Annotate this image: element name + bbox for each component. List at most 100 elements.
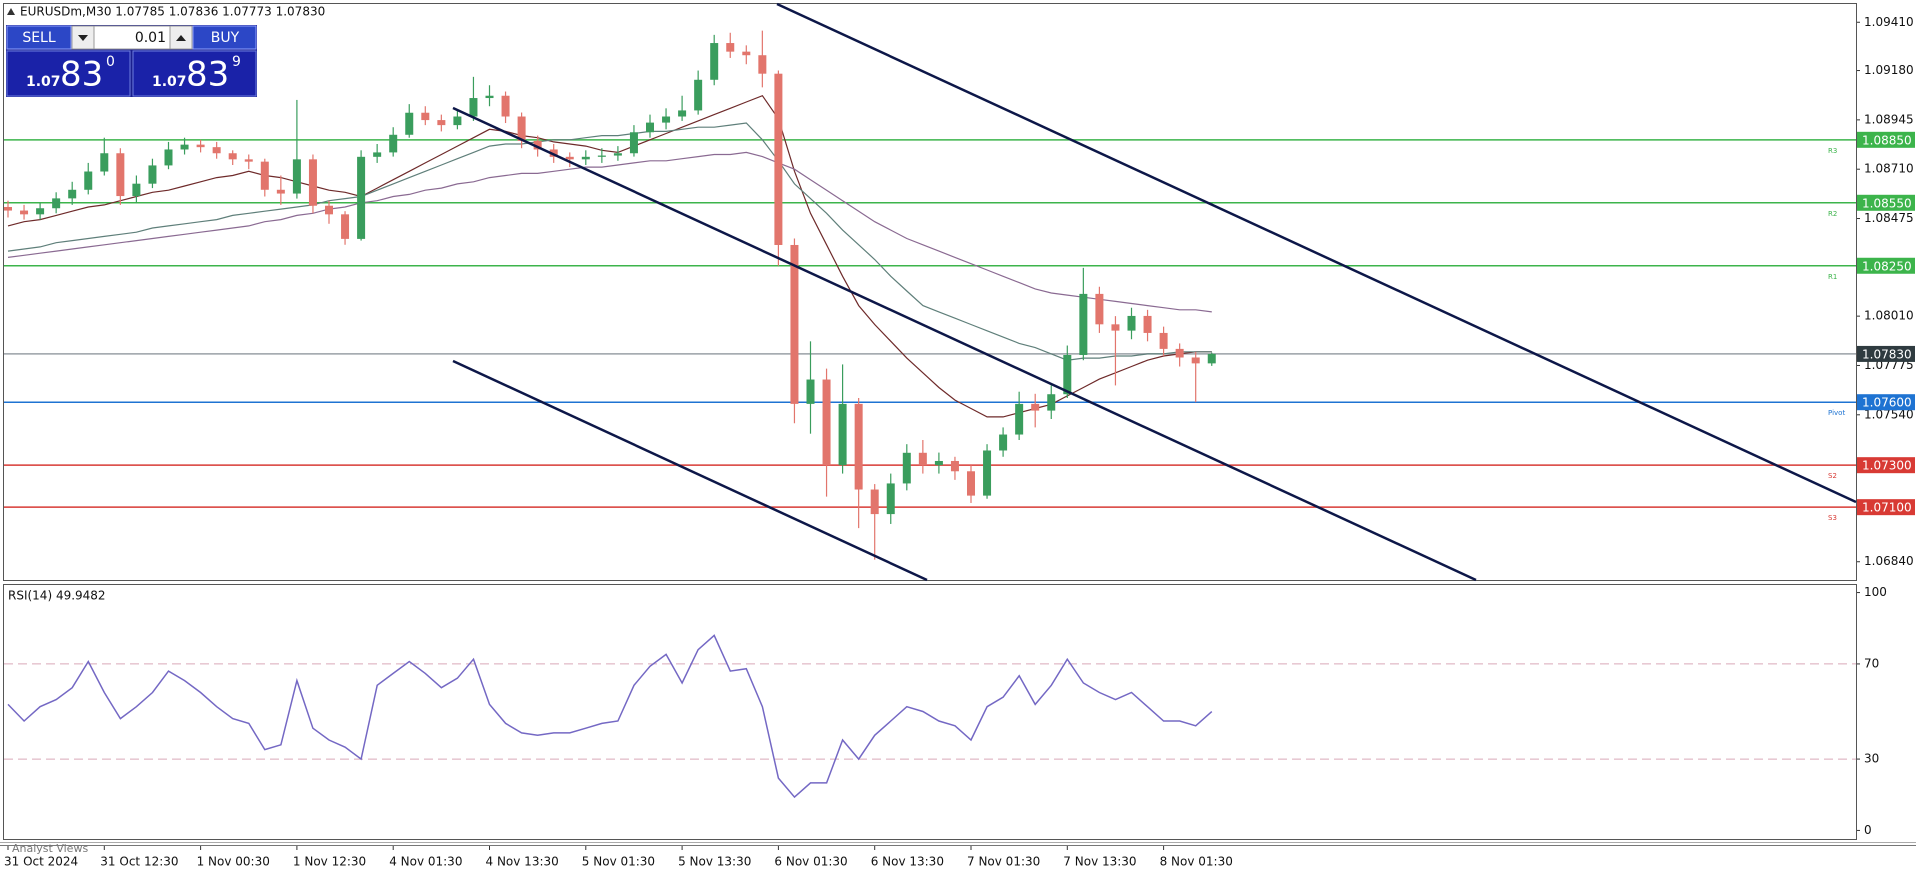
plot-area: 1.09410 1.09180 1.08945 1.08710 1.08475 1.080… xyxy=(4,15,1915,869)
candle-body xyxy=(1191,357,1200,364)
candle-body xyxy=(389,134,398,153)
rsi-title: RSI(14) 49.9482 xyxy=(8,589,106,603)
collapse-icon[interactable] xyxy=(7,8,15,15)
footer-tab[interactable]: Analyst Views xyxy=(12,842,88,855)
candle-body xyxy=(276,189,285,194)
bid-sup: 0 xyxy=(106,54,115,70)
candle-body xyxy=(308,159,317,206)
level-name: R2 xyxy=(1828,210,1837,218)
sell-button[interactable] xyxy=(6,25,72,50)
candle-body xyxy=(164,149,173,166)
y-tick-label: 1.08475 xyxy=(1864,211,1914,225)
x-tick-label: 4 Nov 01:30 xyxy=(389,855,462,869)
bid-prefix: 1.07 xyxy=(26,74,61,90)
ask-big: 83 xyxy=(186,55,229,95)
candle-body xyxy=(838,403,847,466)
candle-body xyxy=(341,214,350,239)
candle-body xyxy=(228,153,237,160)
x-tick-label: 7 Nov 01:30 xyxy=(967,855,1040,869)
candle-body xyxy=(100,153,109,172)
candle-body xyxy=(501,95,510,117)
candle-body xyxy=(1031,403,1040,411)
trendlines xyxy=(452,2,1857,582)
candle-body xyxy=(870,489,879,515)
candle-body xyxy=(1143,315,1152,333)
level-name: R1 xyxy=(1828,273,1837,281)
moving-average xyxy=(7,151,1212,313)
level-label: 1.08250 xyxy=(1862,259,1912,273)
level-label: 1.07300 xyxy=(1862,459,1912,473)
candle-body xyxy=(774,73,783,245)
candle-body xyxy=(1127,315,1136,331)
candle-body xyxy=(405,112,414,135)
candle-body xyxy=(999,434,1008,451)
candle-body xyxy=(902,452,911,484)
candle-body xyxy=(148,165,157,184)
candle-body xyxy=(212,147,221,154)
candle-body xyxy=(950,460,959,472)
candle-body xyxy=(613,153,622,156)
level-label: 1.07830 xyxy=(1862,347,1912,361)
y-tick-label: 1.07540 xyxy=(1864,407,1914,421)
ask-box[interactable] xyxy=(132,50,257,97)
buy-button[interactable] xyxy=(192,25,257,50)
level-tag xyxy=(1857,457,1915,474)
candle-body xyxy=(806,379,815,404)
candle-body xyxy=(437,120,446,126)
candle-body xyxy=(983,450,992,496)
level-label: 1.08850 xyxy=(1862,133,1912,147)
candle-body xyxy=(597,155,606,157)
candle-body xyxy=(244,159,253,162)
bid-box[interactable] xyxy=(6,50,131,97)
trendline xyxy=(452,106,1477,582)
main-frame xyxy=(3,3,1857,581)
level-tag xyxy=(1857,194,1915,211)
candle-body xyxy=(116,153,125,197)
candle-body xyxy=(934,460,943,466)
candle-body xyxy=(373,152,382,157)
candle-body xyxy=(662,116,671,123)
chart-title: EURUSDm,M30 1.07785 1.07836 1.07773 1.07… xyxy=(20,5,325,19)
bid-big: 83 xyxy=(60,55,103,95)
candle-body xyxy=(52,198,61,209)
candle-body xyxy=(1159,332,1168,349)
level-tag xyxy=(1857,394,1915,411)
panel-frames xyxy=(0,3,1916,846)
candle-body xyxy=(485,95,494,99)
x-tick-label: 4 Nov 13:30 xyxy=(486,855,559,869)
moving-average xyxy=(7,94,1212,418)
candle-body xyxy=(758,55,767,74)
lot-value: 0.01 xyxy=(135,30,166,46)
rsi-line xyxy=(7,634,1213,799)
x-tick-label: 8 Nov 01:30 xyxy=(1160,855,1233,869)
level-name: R3 xyxy=(1828,147,1837,155)
x-tick-label: 31 Oct 12:30 xyxy=(100,855,178,869)
x-tick-label: 1 Nov 12:30 xyxy=(293,855,366,869)
candle-body xyxy=(742,51,751,56)
candle-body xyxy=(629,132,638,154)
x-tick-label: 5 Nov 01:30 xyxy=(582,855,655,869)
candle-body xyxy=(469,98,478,117)
candle-body xyxy=(325,205,333,215)
sell-label: SELL xyxy=(22,30,56,46)
candle-body xyxy=(710,43,719,80)
x-tick-label: 6 Nov 13:30 xyxy=(871,855,944,869)
level-name: S2 xyxy=(1828,472,1837,480)
candle-body xyxy=(790,244,799,404)
candle-body xyxy=(581,156,590,160)
candle-body xyxy=(357,156,366,239)
y-tick-label: 1.09180 xyxy=(1864,63,1914,77)
candle-body xyxy=(180,144,189,150)
candle-body xyxy=(1095,293,1104,325)
candle-body xyxy=(726,43,735,52)
candle-body xyxy=(646,122,654,133)
x-tick-label: 1 Nov 00:30 xyxy=(197,855,270,869)
candle-body xyxy=(36,208,45,215)
candle-body xyxy=(565,156,574,160)
y-tick-label: 30 xyxy=(1864,752,1879,766)
candle-body xyxy=(84,171,93,190)
candle-body xyxy=(292,159,301,194)
trendline xyxy=(452,359,928,582)
